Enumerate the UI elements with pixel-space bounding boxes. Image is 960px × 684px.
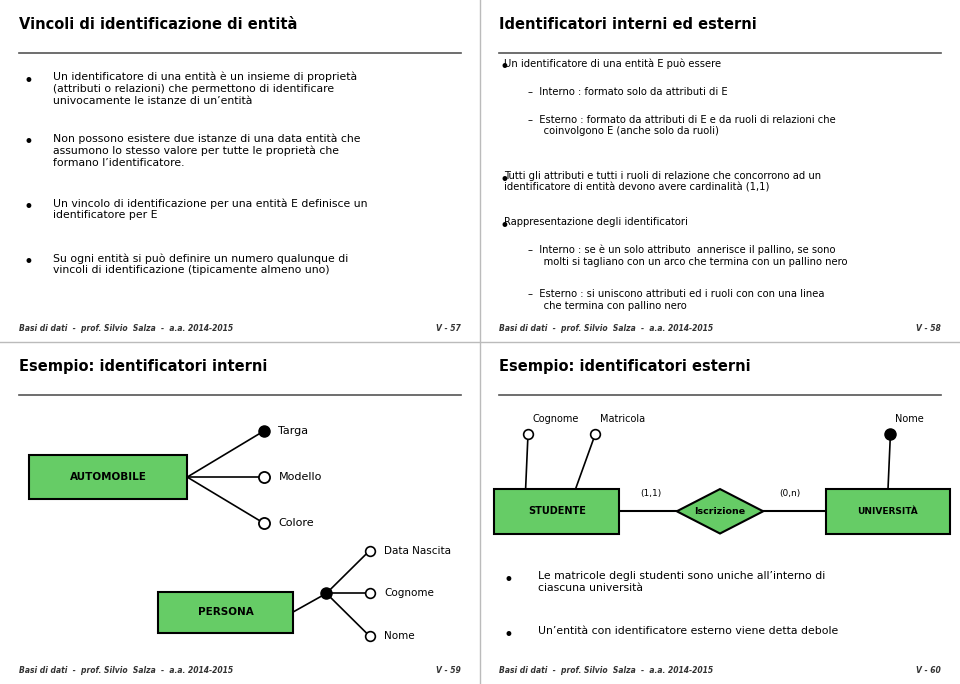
- Text: Basi di dati  -  prof. Silvio  Salza  -  a.a. 2014-2015: Basi di dati - prof. Silvio Salza - a.a.…: [499, 666, 713, 676]
- Text: •: •: [504, 626, 514, 644]
- FancyBboxPatch shape: [29, 455, 187, 499]
- FancyBboxPatch shape: [158, 592, 293, 633]
- Text: Iscrizione: Iscrizione: [694, 507, 746, 516]
- Text: Esempio: identificatori esterni: Esempio: identificatori esterni: [499, 359, 751, 374]
- Text: Vincoli di identificazione di entità: Vincoli di identificazione di entità: [19, 17, 298, 32]
- Text: Un identificatore di una entità E può essere: Un identificatore di una entità E può es…: [504, 58, 721, 68]
- Text: Le matricole degli studenti sono uniche all’interno di
ciascuna università: Le matricole degli studenti sono uniche …: [538, 571, 825, 593]
- Text: (1,1): (1,1): [639, 488, 661, 498]
- Text: –  Interno : formato solo da attributi di E: – Interno : formato solo da attributi di…: [528, 88, 728, 97]
- Text: •: •: [24, 198, 34, 216]
- FancyBboxPatch shape: [826, 489, 950, 534]
- Text: Un’entità con identificatore esterno viene detta debole: Un’entità con identificatore esterno vie…: [538, 626, 838, 636]
- Text: Nome: Nome: [384, 631, 415, 641]
- Text: Non possono esistere due istanze di una data entità che
assumono lo stesso valor: Non possono esistere due istanze di una …: [53, 133, 360, 168]
- Text: Colore: Colore: [278, 518, 314, 528]
- Text: Matricola: Matricola: [600, 414, 645, 424]
- Text: Basi di dati  -  prof. Silvio  Salza  -  a.a. 2014-2015: Basi di dati - prof. Silvio Salza - a.a.…: [19, 666, 233, 676]
- Text: •: •: [504, 571, 514, 589]
- Text: Data Nascita: Data Nascita: [384, 546, 451, 555]
- FancyBboxPatch shape: [494, 489, 619, 534]
- Text: •: •: [499, 171, 509, 189]
- Text: V - 59: V - 59: [436, 666, 461, 676]
- Text: Su ogni entità si può definire un numero qualunque di
vincoli di identificazione: Su ogni entità si può definire un numero…: [53, 253, 348, 275]
- Text: Rappresentazione degli identificatori: Rappresentazione degli identificatori: [504, 218, 688, 227]
- Text: PERSONA: PERSONA: [198, 607, 253, 617]
- Text: •: •: [499, 58, 509, 76]
- Text: –  Interno : se è un solo attributo  annerisce il pallino, se sono
     molti si: – Interno : se è un solo attributo anner…: [528, 245, 848, 267]
- Text: V - 58: V - 58: [916, 324, 941, 334]
- Text: •: •: [24, 253, 34, 271]
- Text: Identificatori interni ed esterni: Identificatori interni ed esterni: [499, 17, 756, 32]
- Text: •: •: [24, 72, 34, 90]
- Text: Nome: Nome: [895, 414, 924, 424]
- Text: –  Esterno : formato da attributi di E e da ruoli di relazioni che
     coinvolg: – Esterno : formato da attributi di E e …: [528, 114, 836, 136]
- Text: •: •: [24, 133, 34, 151]
- Text: –  Esterno : si uniscono attributi ed i ruoli con con una linea
     che termina: – Esterno : si uniscono attributi ed i r…: [528, 289, 825, 311]
- Text: Esempio: identificatori interni: Esempio: identificatori interni: [19, 359, 268, 374]
- Text: Un identificatore di una entità è un insieme di proprietà
(attributi o relazioni: Un identificatore di una entità è un ins…: [53, 72, 357, 105]
- Text: UNIVERSITÀ: UNIVERSITÀ: [857, 507, 919, 516]
- Text: •: •: [499, 218, 509, 235]
- Text: Cognome: Cognome: [533, 414, 579, 424]
- Text: Tutti gli attributi e tutti i ruoli di relazione che concorrono ad un
identifica: Tutti gli attributi e tutti i ruoli di r…: [504, 171, 821, 193]
- Text: STUDENTE: STUDENTE: [528, 506, 586, 516]
- Text: Basi di dati  -  prof. Silvio  Salza  -  a.a. 2014-2015: Basi di dati - prof. Silvio Salza - a.a.…: [499, 324, 713, 334]
- Text: V - 60: V - 60: [916, 666, 941, 676]
- Text: AUTOMOBILE: AUTOMOBILE: [69, 472, 147, 482]
- Text: Basi di dati  -  prof. Silvio  Salza  -  a.a. 2014-2015: Basi di dati - prof. Silvio Salza - a.a.…: [19, 324, 233, 334]
- Text: Un vincolo di identificazione per una entità E definisce un
identificatore per E: Un vincolo di identificazione per una en…: [53, 198, 368, 220]
- Text: Modello: Modello: [278, 472, 322, 482]
- Text: (0,n): (0,n): [779, 488, 801, 498]
- Text: V - 57: V - 57: [436, 324, 461, 334]
- Text: Targa: Targa: [278, 426, 308, 436]
- Text: Cognome: Cognome: [384, 588, 434, 598]
- Polygon shape: [677, 489, 763, 534]
